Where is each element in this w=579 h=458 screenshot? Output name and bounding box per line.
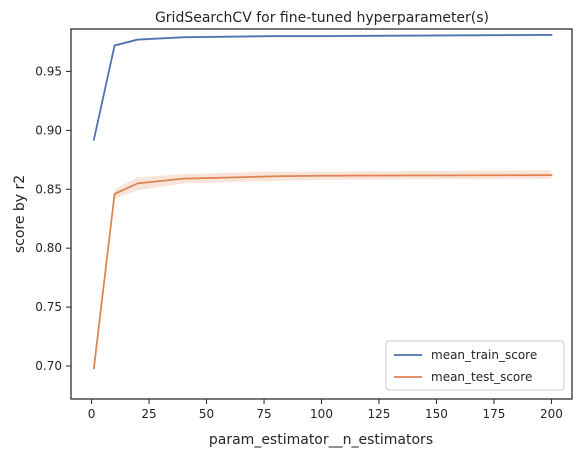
- x-tick-label: 100: [310, 407, 333, 421]
- x-axis-label: param_estimator__n_estimators: [209, 432, 433, 448]
- x-tick-label: 0: [88, 407, 96, 421]
- x-axis-ticks: 0 25 50 75 100 125 150 175 200: [88, 399, 563, 421]
- x-tick-label: 25: [141, 407, 156, 421]
- x-tick-label: 175: [482, 407, 505, 421]
- series-lines: [92, 34, 553, 370]
- y-tick-label: 0.80: [35, 241, 62, 255]
- legend-label-mean-test-score: mean_test_score: [431, 370, 532, 384]
- legend: mean_train_score mean_test_score: [385, 340, 565, 391]
- y-tick-label: 0.85: [35, 182, 62, 196]
- confidence-bands: [93, 33, 552, 370]
- chart-title: GridSearchCV for fine-tuned hyperparamet…: [155, 10, 489, 26]
- x-tick-label: 200: [540, 407, 563, 421]
- x-tick-label: 150: [425, 407, 448, 421]
- x-tick-label: 50: [199, 407, 214, 421]
- y-tick-label: 0.95: [35, 64, 62, 78]
- x-tick-label: 75: [256, 407, 271, 421]
- y-axis-ticks: 0.70 0.75 0.80 0.85 0.90 0.95: [35, 64, 71, 373]
- legend-label-mean-train-score: mean_train_score: [431, 348, 537, 362]
- series-line-mean-train-score: [92, 34, 553, 141]
- y-axis-label: score by r2: [12, 175, 28, 253]
- band-mean-train-score: [93, 33, 552, 141]
- series-line-mean-test-score: [92, 174, 553, 370]
- band-mean-test-score: [93, 170, 552, 370]
- legend-box: [385, 340, 565, 391]
- y-tick-label: 0.90: [35, 123, 62, 137]
- y-tick-label: 0.70: [35, 359, 62, 373]
- x-tick-label: 125: [368, 407, 391, 421]
- y-tick-label: 0.75: [35, 300, 62, 314]
